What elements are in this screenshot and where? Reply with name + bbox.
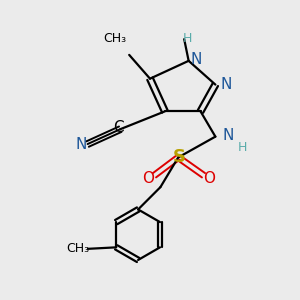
Text: N: N (190, 52, 202, 67)
Text: CH₃: CH₃ (103, 32, 126, 45)
Text: H: H (182, 32, 192, 45)
Text: N: N (222, 128, 234, 143)
Text: S: S (172, 148, 185, 166)
Text: N: N (220, 76, 232, 92)
Text: CH₃: CH₃ (66, 242, 89, 255)
Text: O: O (203, 171, 215, 186)
Text: H: H (238, 141, 247, 154)
Text: N: N (75, 136, 87, 152)
Text: O: O (142, 171, 154, 186)
Text: C: C (113, 120, 124, 135)
